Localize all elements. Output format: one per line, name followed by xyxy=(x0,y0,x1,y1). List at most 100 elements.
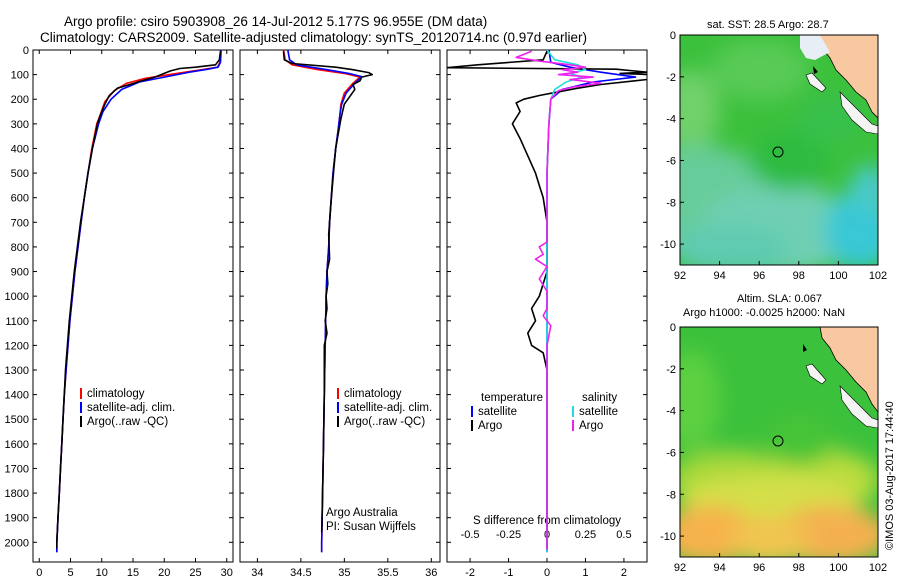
temperature-x-tick-label: 10 xyxy=(96,567,108,579)
temperature-x-axis-label: temperature (deg C) xyxy=(79,578,187,580)
depth-tick-label: 100 xyxy=(11,70,29,82)
sla_map-lat-tick-label: -2 xyxy=(666,364,676,376)
difference-legend-label: satellite xyxy=(478,406,517,418)
depth-tick-label: 1100 xyxy=(5,316,29,328)
salinity-x-tick-label: 36 xyxy=(425,567,437,579)
sla_map-lon-tick-label: 94 xyxy=(713,562,725,574)
sla_map-lon-tick-label: 92 xyxy=(674,562,686,574)
salinity-x-tick-label: 34.5 xyxy=(290,567,311,579)
sla-map-panel: Altim. SLA: 0.067 Argo h1000: -0.0025 h2… xyxy=(660,293,887,574)
sst_map-lat-tick-label: -8 xyxy=(666,197,676,209)
salinity-annotation: Argo Australia xyxy=(326,507,398,519)
temperature-x-tick-label: 25 xyxy=(189,567,201,579)
temperature-series-line-2 xyxy=(56,51,222,549)
salinity-annotation: PI: Susan Wijffels xyxy=(326,521,416,533)
sst_map-lat-tick-label: 0 xyxy=(670,30,676,42)
sst_map-lon-tick-label: 92 xyxy=(674,270,686,282)
depth-tick-label: 1500 xyxy=(5,414,29,426)
difference-s-tick-label: -0.25 xyxy=(496,529,521,541)
difference-series-line-0 xyxy=(546,50,637,553)
depth-tick-label: 1600 xyxy=(5,439,29,451)
temperature-x-tick-label: 20 xyxy=(158,567,170,579)
figure-title-line1: Argo profile: csiro 5903908_26 14-Jul-20… xyxy=(64,14,487,29)
depth-tick-label: 0 xyxy=(23,45,29,57)
difference-s-tick-label: 0.5 xyxy=(616,529,631,541)
sst_map-lat-tick-label: -2 xyxy=(666,72,676,84)
depth-tick-label: 900 xyxy=(11,267,29,279)
sla_map-lon-tick-label: 98 xyxy=(793,562,805,574)
salinity-legend-label: Argo(..raw -QC) xyxy=(344,416,425,428)
difference-x-tick-label: 1 xyxy=(582,567,588,579)
sst_map-lon-tick-label: 96 xyxy=(753,270,765,282)
sst_map-lat-tick-label: -6 xyxy=(666,155,676,167)
sla_map-lon-tick-label: 102 xyxy=(869,562,887,574)
salinity-x-tick-label: 34 xyxy=(251,567,263,579)
salinity-x-tick-label: 35 xyxy=(338,567,350,579)
salinity-panel: 34 34.5 35 35.5 36 salinity climatology satelli… xyxy=(239,49,441,580)
depth-tick-label: 1300 xyxy=(5,365,29,377)
difference-legend-label: Argo xyxy=(478,420,502,432)
difference-legend-label: Argo xyxy=(579,420,603,432)
salinity-series-line-2 xyxy=(282,51,373,533)
temperature-x-tick-label: 30 xyxy=(221,567,233,579)
depth-tick-label: 500 xyxy=(11,168,29,180)
difference-series-line-3 xyxy=(515,50,602,550)
sst_map-lon-tick-label: 98 xyxy=(793,270,805,282)
sst_map-lon-tick-label: 94 xyxy=(713,270,725,282)
sla_map-lon-tick-label: 100 xyxy=(829,562,847,574)
sla_map-lat-tick-label: -6 xyxy=(666,447,676,459)
depth-tick-label: 700 xyxy=(11,217,29,229)
sst-map-panel: sat. SST: 28.5 Argo: 28.7 92 94 xyxy=(660,19,887,282)
sst-map-title: sat. SST: 28.5 Argo: 28.7 xyxy=(707,19,829,31)
salinity-series-line-0 xyxy=(282,50,361,553)
depth-tick-label: 200 xyxy=(11,94,29,106)
difference-panel: -2-1012T difference from climatologyS di… xyxy=(446,49,648,580)
temperature-x-tick-label: 15 xyxy=(127,567,139,579)
sla_map-lat-tick-label: -4 xyxy=(666,406,676,418)
difference-series-group xyxy=(447,50,647,553)
sla-map-argo-marker xyxy=(772,435,784,447)
depth-tick-label: 400 xyxy=(11,143,29,155)
difference-s-tick-label: 0.25 xyxy=(575,529,596,541)
sst_map-lon-tick-label: 102 xyxy=(869,270,887,282)
depth-tick-label: 1000 xyxy=(5,291,29,303)
sla_map-lon-tick-label: 96 xyxy=(753,562,765,574)
salinity-plot-frame xyxy=(239,49,441,563)
difference-legend-header: salinity xyxy=(582,392,617,404)
sst_map-lon-tick-label: 100 xyxy=(829,270,847,282)
depth-tick-label: 300 xyxy=(11,119,29,131)
depth-tick-label: 2000 xyxy=(5,537,29,549)
depth-tick-label: 1800 xyxy=(5,488,29,500)
salinity-series-line-1 xyxy=(287,50,363,553)
temperature-legend-label: climatology xyxy=(87,388,145,400)
temperature-x-tick-label: 0 xyxy=(36,567,42,579)
temperature-panel: 0100200300400500600700800900100011001200… xyxy=(5,45,234,580)
difference-s-tick-label: -0.5 xyxy=(461,529,480,541)
difference-x-tick-label: 2 xyxy=(621,567,627,579)
depth-tick-label: 1700 xyxy=(5,463,29,475)
depth-tick-label: 1200 xyxy=(5,340,29,352)
difference-x-axis-label: T difference from climatology xyxy=(470,578,624,580)
salinity-x-axis-label: salinity xyxy=(322,578,359,580)
temperature-plot-frame xyxy=(32,49,234,563)
sst_map-lat-tick-label: -10 xyxy=(660,239,676,251)
temperature-legend-label: satellite-adj. clim. xyxy=(87,402,175,414)
difference-legend-label: satellite xyxy=(579,406,618,418)
sla-map-title: Altim. SLA: 0.067 xyxy=(737,293,822,305)
depth-tick-label: 600 xyxy=(11,193,29,205)
sla_map-lat-tick-label: -10 xyxy=(660,531,676,543)
salinity-legend-label: climatology xyxy=(344,388,402,400)
difference-x-tick-label: 0 xyxy=(544,567,550,579)
sla_map-lat-tick-label: -8 xyxy=(666,489,676,501)
salinity-series-group xyxy=(282,50,373,553)
temperature-series-line-0 xyxy=(56,50,222,553)
salinity-legend-label: satellite-adj. clim. xyxy=(344,402,432,414)
difference-x-tick-label: -1 xyxy=(504,567,514,579)
depth-tick-label: 1900 xyxy=(5,513,29,525)
difference-x-tick-label: -2 xyxy=(465,567,475,579)
temperature-series-line-1 xyxy=(56,50,222,553)
imos-credit: ©IMOS 03-Aug-2017 17:44:40 xyxy=(884,401,896,550)
sst-map-argo-marker xyxy=(772,146,784,158)
temperature-x-tick-label: 5 xyxy=(67,567,73,579)
